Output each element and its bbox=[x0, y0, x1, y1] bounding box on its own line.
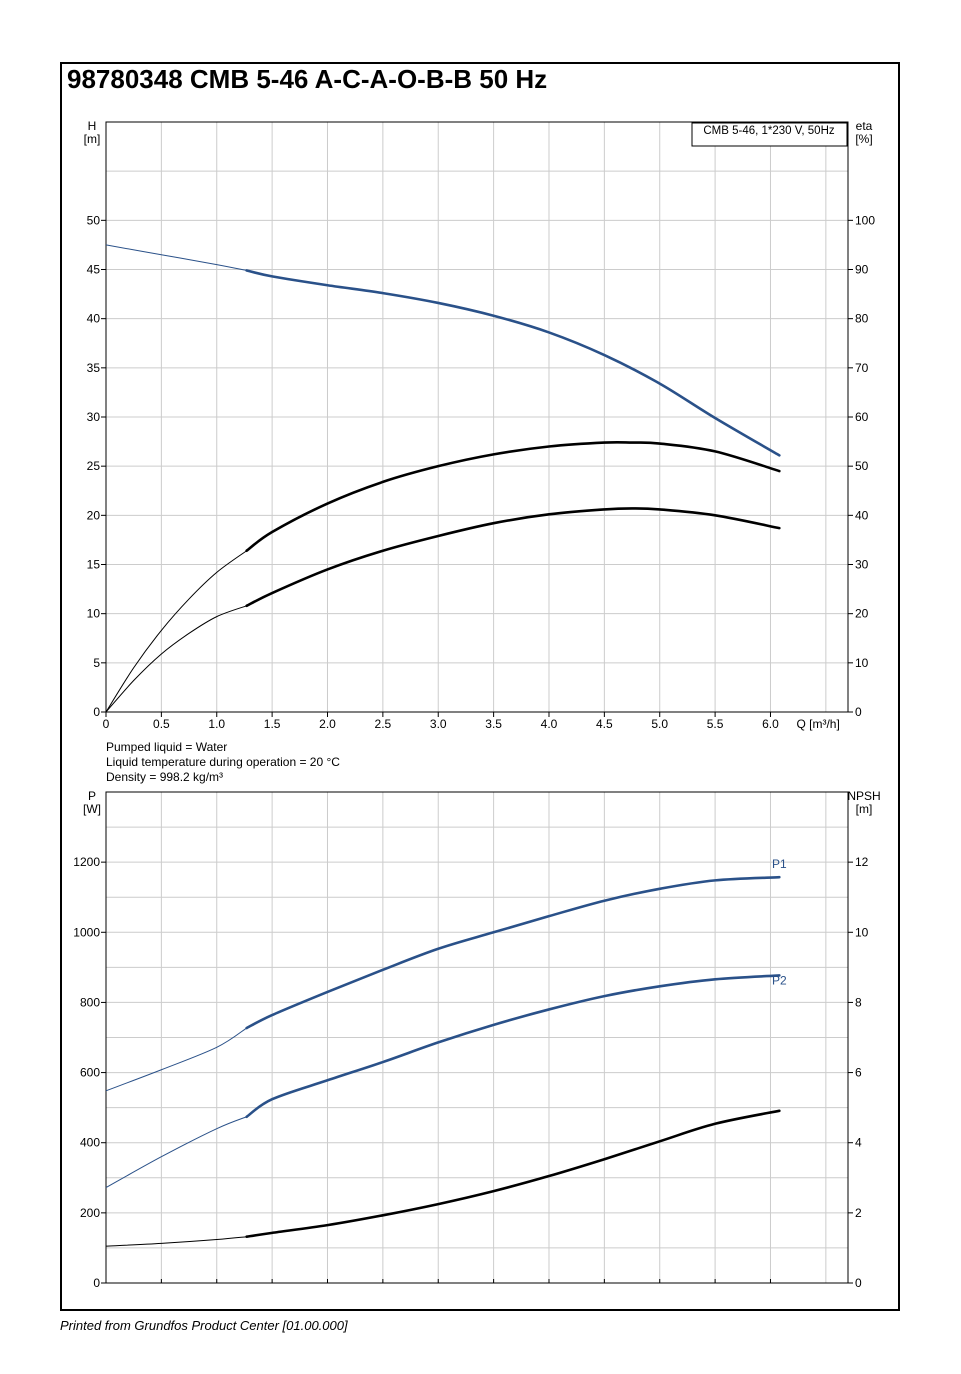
y-tick-label: 5 bbox=[93, 656, 100, 670]
liquid-info-temperature: Liquid temperature during operation = 20… bbox=[106, 755, 340, 769]
y-right-tick-label: 8 bbox=[855, 995, 862, 1009]
y-tick-label: 35 bbox=[87, 361, 101, 375]
series-line-thin bbox=[105, 1027, 247, 1092]
y-right-tick-label: 90 bbox=[855, 263, 869, 277]
y-tick-label: 50 bbox=[87, 213, 101, 227]
y-right-tick-label: 60 bbox=[855, 410, 869, 424]
y-right-tick-label: 10 bbox=[855, 656, 869, 670]
y-tick-label: 800 bbox=[80, 995, 100, 1009]
series-line-thin bbox=[105, 550, 247, 713]
x-tick-label: 6.0 bbox=[762, 717, 779, 731]
y-tick-label: 400 bbox=[80, 1136, 100, 1150]
x-tick-label: 3.0 bbox=[430, 717, 447, 731]
legend-box bbox=[691, 122, 848, 147]
y-tick-label: 30 bbox=[87, 410, 101, 424]
y-right-tick-label: 30 bbox=[855, 558, 869, 572]
liquid-info-pumped: Pumped liquid = Water bbox=[106, 740, 228, 754]
x-tick-label: 5.0 bbox=[651, 717, 668, 731]
series-label: P1 bbox=[772, 857, 787, 871]
x-tick-label: 4.0 bbox=[541, 717, 558, 731]
y-right-tick-label: 70 bbox=[855, 361, 869, 375]
y-right-tick-label: 50 bbox=[855, 459, 869, 473]
chart-frame bbox=[60, 62, 900, 1311]
y-tick-label: 1000 bbox=[73, 925, 100, 939]
x-tick-label: 2.0 bbox=[319, 717, 336, 731]
y-tick-label: 0 bbox=[93, 705, 100, 719]
series-line bbox=[245, 507, 781, 608]
series-line-thin bbox=[105, 605, 247, 713]
footer-note: Printed from Grundfos Product Center [01… bbox=[60, 1318, 348, 1333]
y-right-tick-label: 100 bbox=[855, 213, 875, 227]
series-line bbox=[245, 1109, 781, 1239]
series-line bbox=[245, 974, 781, 1119]
y-right-tick-label: 12 bbox=[855, 855, 869, 869]
y-tick-label: 20 bbox=[87, 508, 101, 522]
y-right-tick-label: 0 bbox=[855, 1276, 862, 1290]
series-line-thin bbox=[105, 1116, 247, 1189]
y-right-axis-label: eta bbox=[856, 119, 873, 133]
y-tick-label: 1200 bbox=[73, 855, 100, 869]
y-right-axis-label: NPSH bbox=[847, 789, 880, 803]
x-tick-label: 1.5 bbox=[264, 717, 281, 731]
series-line bbox=[245, 269, 781, 457]
y-tick-label: 25 bbox=[87, 459, 101, 473]
y-right-axis-unit: [%] bbox=[855, 132, 872, 146]
x-tick-label: 4.5 bbox=[596, 717, 613, 731]
series-line-thin bbox=[105, 244, 247, 271]
liquid-info-density: Density = 998.2 kg/m³ bbox=[106, 770, 224, 784]
x-tick-label: 2.5 bbox=[375, 717, 392, 731]
x-tick-label: 5.5 bbox=[707, 717, 724, 731]
x-tick-label: 1.0 bbox=[208, 717, 225, 731]
y-right-tick-label: 2 bbox=[855, 1206, 862, 1220]
x-axis-label: Q [m³/h] bbox=[796, 717, 839, 731]
legend-box-label: CMB 5-46, 1*230 V, 50Hz bbox=[703, 125, 835, 137]
y-tick-label: 15 bbox=[87, 558, 101, 572]
y-axis-label: H bbox=[88, 119, 97, 133]
x-tick-label: 0 bbox=[103, 717, 110, 731]
series-label: P2 bbox=[772, 973, 787, 987]
y-right-tick-label: 6 bbox=[855, 1066, 862, 1080]
y-tick-label: 200 bbox=[80, 1206, 100, 1220]
y-right-tick-label: 4 bbox=[855, 1136, 862, 1150]
page-title: 98780348 CMB 5-46 A-C-A-O-B-B 50 Hz bbox=[67, 64, 548, 94]
y-right-tick-label: 40 bbox=[855, 508, 869, 522]
liquid-info: Pumped liquid = Water Liquid temperature… bbox=[106, 740, 340, 785]
plot-area bbox=[105, 791, 849, 1284]
y-tick-label: 45 bbox=[87, 263, 101, 277]
y-right-tick-label: 10 bbox=[855, 925, 869, 939]
y-tick-label: 0 bbox=[93, 1276, 100, 1290]
series-line bbox=[245, 875, 781, 1030]
series-line bbox=[245, 440, 781, 553]
y-axis-label: P bbox=[88, 789, 96, 803]
y-axis-unit: [m] bbox=[84, 132, 101, 146]
y-right-axis-unit: [m] bbox=[856, 802, 873, 816]
x-tick-label: 0.5 bbox=[153, 717, 170, 731]
y-tick-label: 10 bbox=[87, 607, 101, 621]
y-axis-unit: [W] bbox=[83, 802, 101, 816]
series-line-thin bbox=[105, 1236, 247, 1247]
y-tick-label: 600 bbox=[80, 1066, 100, 1080]
x-tick-label: 3.5 bbox=[485, 717, 502, 731]
y-right-tick-label: 0 bbox=[855, 705, 862, 719]
y-tick-label: 40 bbox=[87, 312, 101, 326]
y-right-tick-label: 80 bbox=[855, 312, 869, 326]
y-right-tick-label: 20 bbox=[855, 607, 869, 621]
